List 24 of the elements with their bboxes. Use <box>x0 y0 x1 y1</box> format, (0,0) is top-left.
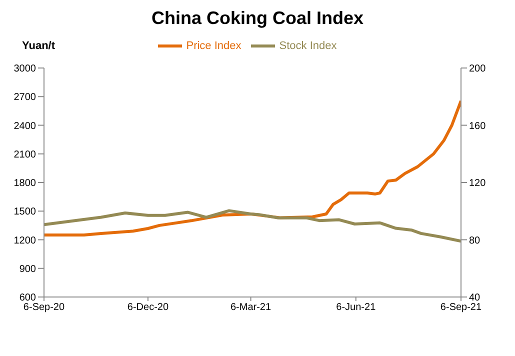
y2-tick-label: 40 <box>469 292 481 304</box>
x-tick-label: 6-Sep-20 <box>23 302 66 314</box>
x-tick-label: 6-Sep-21 <box>440 302 482 314</box>
y-tick-label: 2100 <box>14 149 36 160</box>
y2-tick-label: 80 <box>469 235 481 246</box>
y-tick-label: 2700 <box>14 92 36 104</box>
legend-label: Stock Index <box>279 40 337 52</box>
x-tick-label: 6-Dec-20 <box>127 302 169 314</box>
y-tick-label: 1800 <box>14 178 36 190</box>
y2-tick-label: 120 <box>469 178 486 190</box>
x-tick-label: 6-Mar-21 <box>230 302 272 314</box>
y2-tick-label: 200 <box>469 64 486 75</box>
legend-label: Price Index <box>186 40 242 52</box>
y2-tick-label: 160 <box>469 120 486 132</box>
x-tick-label: 6-Jun-21 <box>336 302 376 314</box>
y-tick-label: 1500 <box>14 206 36 218</box>
chart-title: China Coking Coal Index <box>150 8 365 30</box>
y-tick-label: 3000 <box>14 64 36 75</box>
y-axis-title: Yuan/t <box>22 40 56 52</box>
line-series <box>44 209 461 243</box>
y-tick-label: 900 <box>19 264 36 275</box>
y-tick-label: 600 <box>19 292 36 304</box>
y-tick-label: 2400 <box>14 120 36 132</box>
y-tick-label: 1200 <box>14 235 36 246</box>
